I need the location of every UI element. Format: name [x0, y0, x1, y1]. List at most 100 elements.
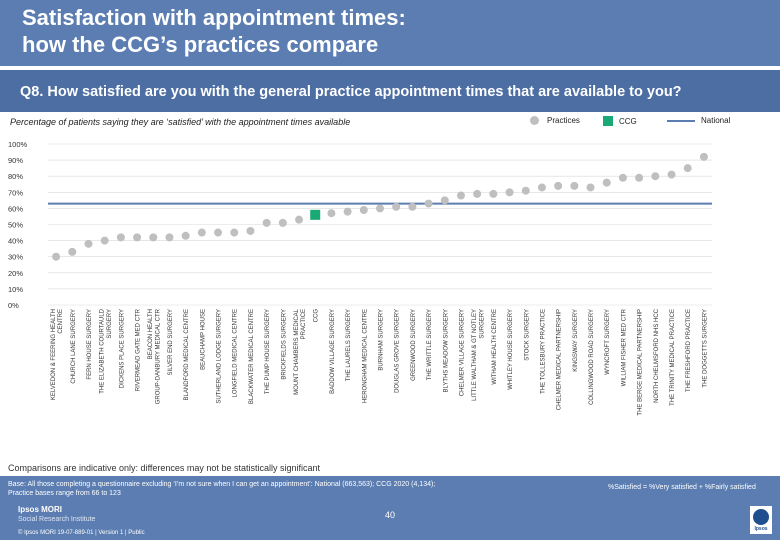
legend-ccg-label: CCG	[619, 116, 637, 126]
x-tick-label-line: BEACON HEALTH	[148, 309, 154, 359]
practice-point	[262, 218, 271, 227]
x-tick-label-line: BADDOW VILLAGE SURGERY	[330, 309, 336, 394]
base-note-line-1: Base: All those completing a questionnai…	[8, 481, 436, 488]
x-tick-label-line: THE FRESHFORD PRACTICE	[686, 309, 692, 392]
practice-point	[100, 236, 109, 245]
x-tick-label: MOUNT CHAMBERS MEDICAL PRACTICE	[294, 308, 307, 395]
x-tick-label-line: NORTH CHELMSFORD NHS HCC	[654, 308, 660, 403]
practice-point	[327, 209, 336, 218]
x-tick-label-line: KELVEDON & FEERING HEALTH	[51, 309, 57, 400]
x-tick-label-line: GREENWOOD SURGERY	[411, 309, 417, 381]
x-tick-label-line: SURGERY	[479, 309, 485, 339]
x-tick-label: THE PUMP HOUSE SURGERY	[265, 309, 271, 394]
x-tick-label: WYNCROFT SURGERY	[605, 309, 611, 375]
y-tick-label: 100%	[8, 140, 28, 149]
page-title: Satisfaction with appointment times: how…	[22, 4, 406, 58]
x-tick-label-line: BEAUCHAMP HOUSE	[200, 309, 206, 370]
practice-point	[149, 233, 158, 242]
ccg-point	[310, 209, 321, 220]
x-tick-label: WILLIAM FISHER MED CTR	[621, 308, 627, 386]
x-tick-label-line: PRACTICE	[301, 309, 307, 339]
x-tick-label: CHURCH LANE SURGERY	[71, 309, 77, 384]
x-tick-label-line: MOUNT CHAMBERS MEDICAL	[294, 308, 300, 395]
header-bar: Satisfaction with appointment times: how…	[0, 0, 780, 66]
practice-point	[667, 170, 676, 179]
x-tick-label: GREENWOOD SURGERY	[411, 309, 417, 381]
legend-national-label: National	[701, 116, 731, 125]
practice-point	[181, 231, 190, 240]
practice-point	[359, 206, 368, 215]
x-tick-label-line: THE BERGE MEDICAL PARTNERSHIP	[638, 309, 644, 416]
practice-dot-icon	[530, 116, 539, 125]
legend-practices: Practices	[530, 116, 580, 125]
x-tick-label: RIVERMEAD GATE MED CTR	[136, 308, 142, 391]
x-tick-label-line: CHURCH LANE SURGERY	[71, 309, 77, 384]
x-tick-label: BADDOW VILLAGE SURGERY	[330, 309, 336, 394]
x-tick-label: THE LAURELS SURGERY	[346, 309, 352, 381]
x-tick-label-line: BURNHAM SURGERY	[379, 309, 385, 371]
practice-point	[489, 189, 498, 198]
x-tick-label-line: LONGFIELD MEDICAL CENTRE	[233, 309, 239, 397]
practice-point	[246, 226, 255, 235]
practice-point	[424, 199, 433, 208]
x-tick-label-line: DICKENS PLACE SURGERY	[119, 309, 125, 388]
practice-point	[537, 183, 546, 192]
practice-point	[651, 172, 660, 181]
y-tick-label: 10%	[8, 285, 23, 294]
x-tick-label-line: BRICKFIELDS SURGERY	[281, 309, 287, 380]
x-tick-label-line: THE DOGGETTS SURGERY	[702, 309, 708, 388]
x-tick-label: BEACON HEALTH GROUP-DANBURY MEDICAL CTR	[148, 308, 161, 404]
practice-point	[505, 188, 514, 197]
y-tick-label: 60%	[8, 204, 23, 213]
satisfaction-chart: 0% 10% 20% 30% 40% 50% 60% 70% 80% 90% 100% KELVEDO…	[8, 140, 712, 416]
x-tick-label-line: COLLINGWOOD ROAD SURGERY	[589, 309, 595, 405]
x-tick-label: CHELMER VILLAGE SURGERY	[459, 309, 465, 396]
x-tick-label-line: RIVERMEAD GATE MED CTR	[136, 308, 142, 391]
practice-point	[392, 202, 401, 211]
x-tick-label: WITHAM HEALTH CENTRE	[492, 309, 498, 385]
practice-point	[68, 247, 77, 256]
x-tick-label-line: THE ELIZABETH COURTAULD	[100, 308, 106, 393]
x-tick-label-line: THE LAURELS SURGERY	[346, 309, 352, 381]
x-tick-label-line: THE PUMP HOUSE SURGERY	[265, 309, 271, 394]
page-number: 40	[384, 510, 395, 520]
x-tick-label-line: SURGERY	[107, 309, 113, 339]
practice-point	[473, 189, 482, 198]
y-tick-label: 40%	[8, 237, 23, 246]
y-tick-label: 0%	[8, 301, 19, 310]
practice-point	[635, 173, 644, 182]
practice-point	[408, 202, 417, 211]
brand-subtitle: Social Research Institute	[18, 516, 96, 523]
practice-point	[618, 173, 627, 182]
x-tick-label-line: WILLIAM FISHER MED CTR	[621, 308, 627, 386]
practice-point	[116, 233, 125, 242]
practice-point	[683, 164, 692, 173]
question-bar	[0, 70, 780, 112]
x-tick-label-line: WHITLEY HOUSE SURGERY	[508, 309, 514, 390]
brand-name: Ipsos MORI	[18, 505, 63, 514]
practice-point	[165, 233, 174, 242]
x-tick-label-line: WYNCROFT SURGERY	[605, 309, 611, 375]
base-note-line-2: Practice bases range from 66 to 123	[8, 490, 121, 497]
x-tick-label-line: WITHAM HEALTH CENTRE	[492, 309, 498, 385]
ipsos-logo-icon: Ipsos	[750, 506, 772, 534]
y-tick-label: 50%	[8, 221, 23, 230]
x-tick-label-line: THE TRINITY MEDICAL PRACTICE	[670, 309, 676, 406]
x-tick-label-line: GROUP-DANBURY MEDICAL CTR	[155, 308, 161, 404]
x-tick-label: STOCK SURGERY	[524, 309, 530, 361]
x-tick-label-line: LITTLE WALTHAM & GT NOTLEY	[472, 309, 478, 401]
x-tick-label: BEAUCHAMP HOUSE	[200, 309, 206, 370]
x-tick-label-line: SILVER END SURGERY	[168, 309, 174, 375]
x-tick-label-line: KINGSWAY SURGERY	[573, 309, 579, 372]
practice-point	[197, 228, 206, 237]
x-tick-label: DICKENS PLACE SURGERY	[119, 309, 125, 388]
x-tick-label: THE DOGGETTS SURGERY	[702, 309, 708, 388]
national-line-icon	[667, 119, 695, 122]
question-text: Q8. How satisfied are you with the gener…	[20, 84, 682, 100]
practice-point	[278, 218, 287, 227]
legend-national: National	[667, 116, 730, 125]
x-tick-label-line: THE TOLLESBURY PRACTICE	[540, 309, 546, 394]
x-tick-label-line: HERONGHAM MEDICAL CENTRE	[362, 309, 368, 403]
x-tick-label: CCG	[314, 309, 320, 323]
x-tick-label: THE ELIZABETH COURTAULD SURGERY	[100, 308, 113, 393]
